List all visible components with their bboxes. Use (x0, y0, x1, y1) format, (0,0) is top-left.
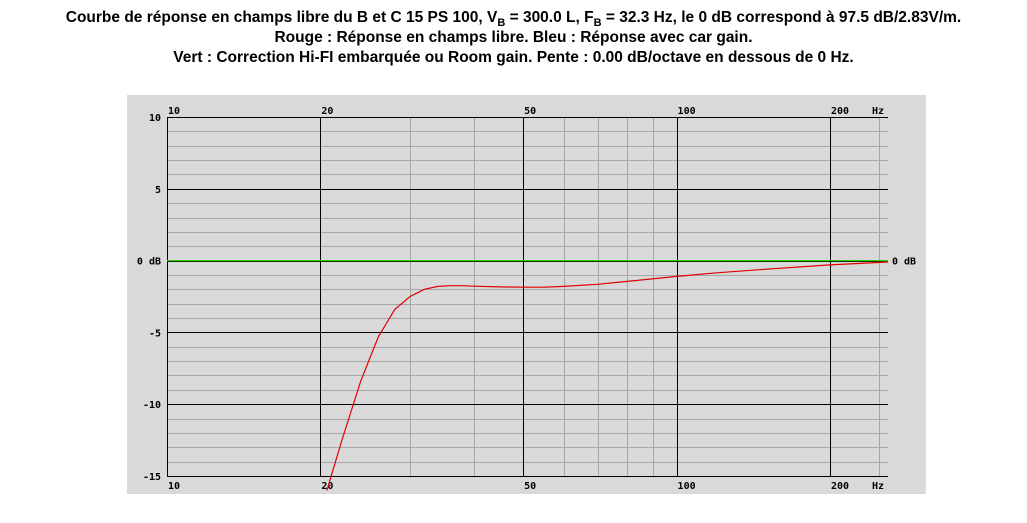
y-tick-label: -15 (143, 472, 161, 483)
y-tick-label: 5 (155, 185, 161, 196)
title-line-1: Courbe de réponse en champs libre du B e… (65, 9, 962, 29)
x-tick-label-bottom: 10 (168, 481, 180, 492)
x-tick-label-bottom: 50 (524, 481, 536, 492)
plot-background (127, 95, 926, 494)
red-response-curve (326, 261, 888, 491)
title-line-2: Rouge : Réponse en champs libre. Bleu : … (274, 29, 753, 46)
y-tick-label: -5 (149, 328, 161, 339)
y-tick-label: 10 (149, 113, 161, 124)
x-unit-label-bottom: Hz (872, 481, 884, 492)
y-tick-label: -10 (143, 400, 161, 411)
title-line-3: Vert : Correction Hi-FI embarquée ou Roo… (173, 49, 854, 66)
x-tick-label-top: 10 (168, 106, 180, 117)
x-tick-label-bottom: 20 (321, 481, 333, 492)
x-tick-label-top: 50 (524, 106, 536, 117)
y-tick-label: 0 dB (137, 257, 161, 268)
x-tick-label-top: 200 (831, 106, 849, 117)
x-tick-label-top: 100 (678, 106, 696, 117)
y-right-label: 0 dB (892, 257, 916, 268)
x-unit-label-top: Hz (872, 106, 884, 117)
chart-title: Courbe de réponse en champs libre du B e… (0, 8, 1027, 68)
x-tick-label-top: 20 (321, 106, 333, 117)
x-tick-label-bottom: 100 (678, 481, 696, 492)
x-tick-label-bottom: 200 (831, 481, 849, 492)
